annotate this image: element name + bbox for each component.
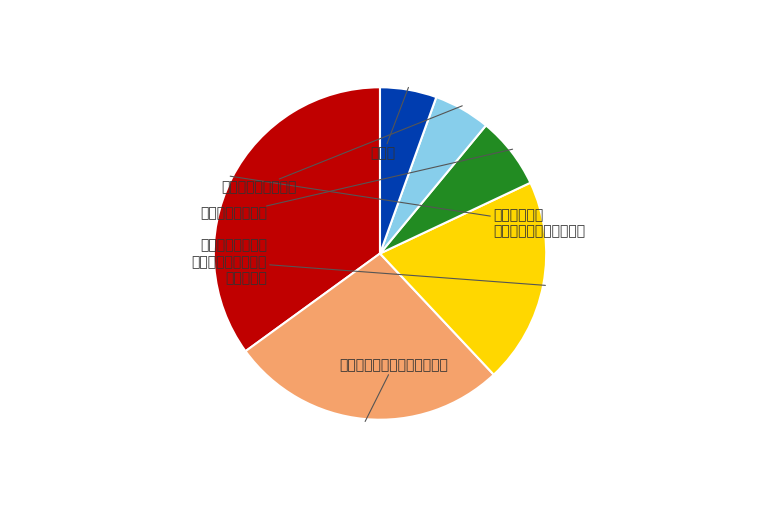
Wedge shape — [380, 125, 530, 254]
Text: ステイホーム
紧急事態宣言、自粛要請: ステイホーム 紧急事態宣言、自粛要請 — [230, 176, 585, 239]
Wedge shape — [214, 87, 380, 351]
Text: 運休・運行本数減: 運休・運行本数減 — [200, 149, 512, 221]
Wedge shape — [380, 183, 546, 375]
Wedge shape — [380, 87, 436, 254]
Wedge shape — [380, 97, 486, 254]
Text: その他: その他 — [371, 87, 408, 160]
Text: 出張減・会社の指示: 出張減・会社の指示 — [221, 106, 462, 194]
Wedge shape — [245, 254, 494, 420]
Text: ライブ・イベント
テーマパークなどの
中止・休園: ライブ・イベント テーマパークなどの 中止・休園 — [192, 239, 546, 285]
Text: バス乗車への不安、感染予防: バス乗車への不安、感染予防 — [339, 358, 448, 421]
